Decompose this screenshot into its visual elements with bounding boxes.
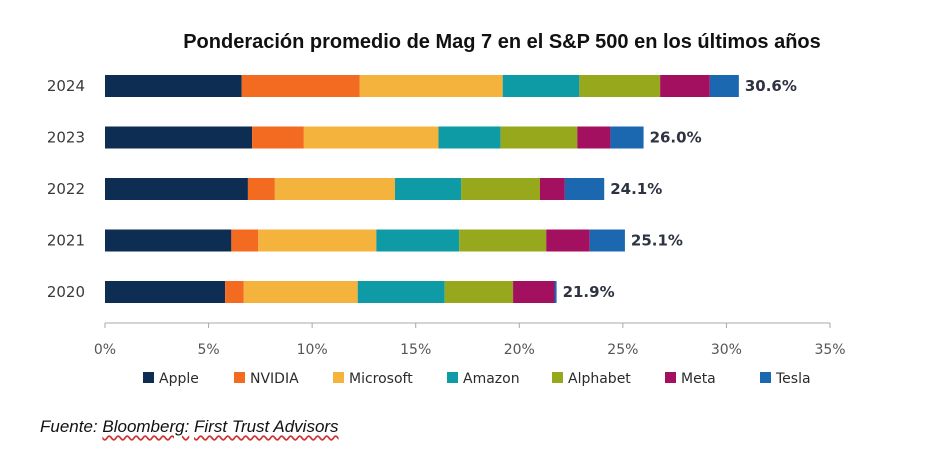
legend-label-nvidia: NVIDIA	[250, 371, 299, 387]
legend-swatch-microsoft	[333, 372, 344, 383]
bar-2024-tesla	[709, 75, 739, 97]
bar-2022-amazon	[395, 178, 462, 200]
legend-swatch-nvidia	[234, 372, 245, 383]
total-label-2021: 25.1%	[631, 232, 683, 250]
bar-2020-nvidia	[225, 281, 244, 303]
bar-2022-nvidia	[247, 178, 275, 200]
bar-2020-alphabet	[444, 281, 514, 303]
bar-2024-apple	[105, 75, 242, 97]
bar-2021-apple	[105, 229, 232, 252]
bar-2023-alphabet	[500, 126, 578, 149]
bar-2024-nvidia	[241, 75, 360, 97]
bar-2023-amazon	[438, 126, 501, 149]
x-axis: 0% 5% 10% 15% 20% 25% 30% 35%	[94, 322, 846, 358]
legend-swatch-alphabet	[552, 372, 563, 383]
chart-title: Ponderación promedio de Mag 7 en el S&P …	[183, 31, 821, 53]
source-prefix: Fuente:	[40, 417, 103, 436]
x-tick-label: 0%	[94, 342, 116, 358]
bar-2023-nvidia	[252, 126, 304, 149]
bar-2023-meta	[577, 126, 611, 149]
bar-2020-meta	[513, 281, 555, 303]
bars-layer	[105, 75, 739, 303]
bar-2024-microsoft	[359, 75, 503, 97]
y-tick-label-2022: 2022	[47, 180, 85, 198]
legend-label-tesla: Tesla	[775, 371, 811, 387]
bar-2020-tesla	[554, 281, 557, 303]
legend-label-alphabet: Alphabet	[568, 371, 631, 387]
x-tick-label: 15%	[400, 342, 431, 358]
total-labels: 30.6% 26.0% 24.1% 25.1% 21.9%	[563, 77, 797, 301]
y-tick-label-2023: 2023	[47, 129, 85, 147]
bar-2024-alphabet	[579, 75, 661, 97]
legend-label-microsoft: Microsoft	[349, 371, 413, 387]
legend-swatch-amazon	[447, 372, 458, 383]
legend-swatch-tesla	[760, 372, 771, 383]
x-tick-label: 5%	[197, 342, 219, 358]
bar-2021-nvidia	[231, 229, 259, 252]
x-tick-label: 25%	[607, 342, 638, 358]
total-label-2024: 30.6%	[745, 77, 797, 95]
x-tick-label: 20%	[504, 342, 535, 358]
y-tick-label-2021: 2021	[47, 232, 85, 250]
bar-2021-alphabet	[459, 229, 547, 252]
source-note: Fuente: Bloomberg: First Trust Advisors	[40, 417, 339, 437]
bar-2021-meta	[546, 229, 590, 252]
x-tick-label: 30%	[711, 342, 742, 358]
bar-2023-apple	[105, 126, 253, 149]
bar-2024-amazon	[502, 75, 580, 97]
legend-swatch-apple	[143, 372, 154, 383]
total-label-2022: 24.1%	[610, 180, 662, 198]
bar-2021-microsoft	[258, 229, 377, 252]
bar-2022-microsoft	[274, 178, 395, 200]
y-tick-labels: 2024 2023 2022 2021 2020	[47, 77, 85, 301]
bar-2020-microsoft	[243, 281, 358, 303]
bar-2021-tesla	[589, 229, 625, 252]
y-tick-label-2020: 2020	[47, 283, 85, 301]
total-label-2020: 21.9%	[563, 283, 615, 301]
bar-2023-microsoft	[303, 126, 439, 149]
total-label-2023: 26.0%	[650, 129, 702, 147]
bar-2023-tesla	[610, 126, 644, 149]
bar-2022-alphabet	[461, 178, 540, 200]
legend-label-meta: Meta	[681, 371, 716, 387]
bar-2022-apple	[105, 178, 248, 200]
legend: Apple NVIDIA Microsoft Amazon Alphabet Meta Te…	[143, 371, 811, 387]
x-tick-label: 35%	[814, 342, 845, 358]
x-tick-label: 10%	[297, 342, 328, 358]
bar-2022-meta	[540, 178, 565, 200]
legend-label-amazon: Amazon	[463, 371, 520, 387]
bar-2024-meta	[660, 75, 710, 97]
bar-2022-tesla	[564, 178, 605, 200]
source-bloomberg: Bloomberg:	[102, 417, 190, 436]
legend-label-apple: Apple	[159, 371, 199, 387]
source-first-trust: First Trust Advisors	[194, 417, 339, 436]
bar-2021-amazon	[376, 229, 460, 252]
y-tick-label-2024: 2024	[47, 77, 85, 95]
bar-2020-apple	[105, 281, 226, 303]
bar-2020-amazon	[357, 281, 445, 303]
legend-swatch-meta	[665, 372, 676, 383]
